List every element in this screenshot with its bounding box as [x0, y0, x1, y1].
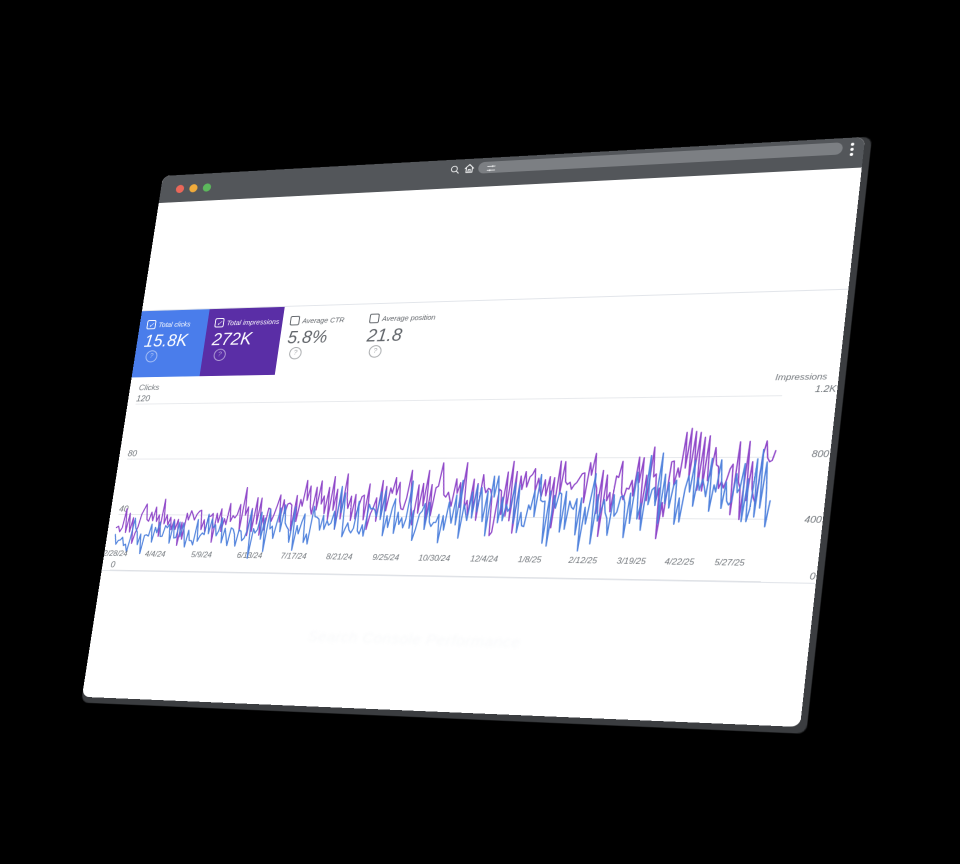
svg-text:40: 40 — [119, 504, 130, 514]
svg-text:80: 80 — [127, 449, 138, 459]
svg-text:0: 0 — [809, 571, 817, 582]
svg-text:800: 800 — [811, 449, 830, 460]
svg-text:120: 120 — [136, 394, 152, 404]
svg-text:1.2K: 1.2K — [814, 384, 837, 395]
svg-text:400: 400 — [804, 514, 823, 525]
